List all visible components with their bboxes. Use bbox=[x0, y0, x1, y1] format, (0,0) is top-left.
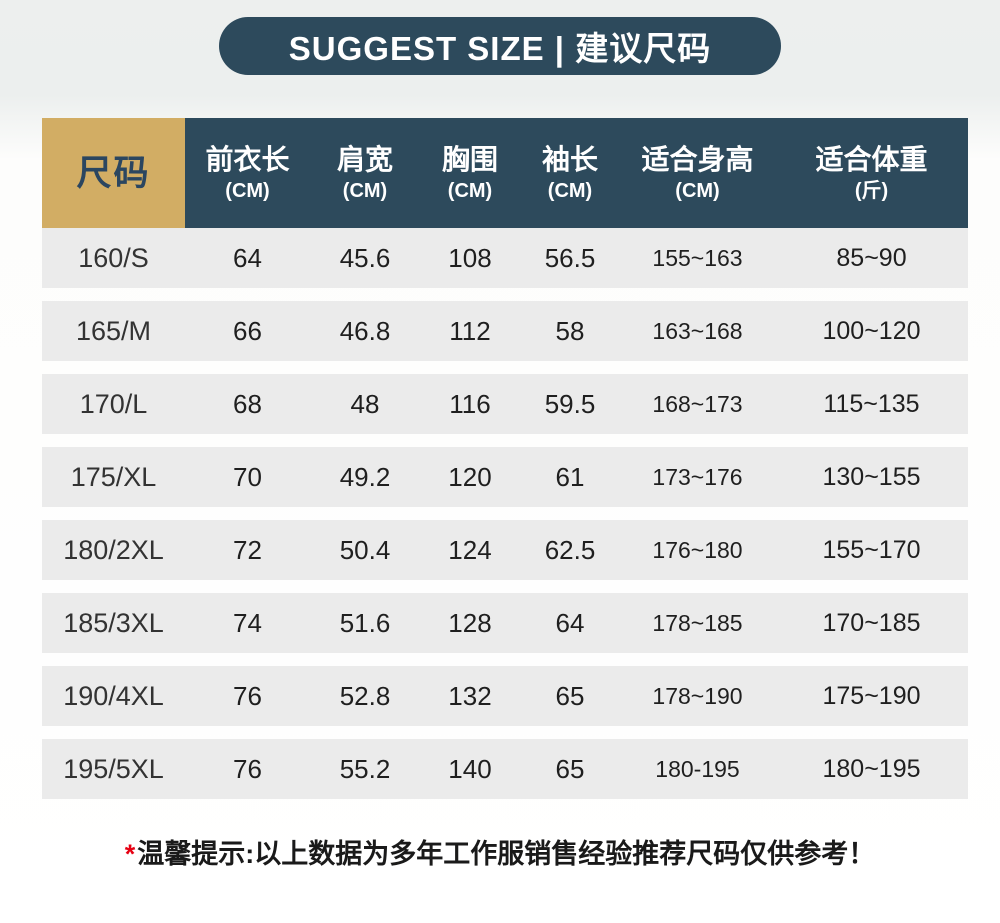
cell-weight: 180~195 bbox=[822, 754, 921, 783]
cell-size: 190/4XL bbox=[63, 680, 164, 711]
header-unit-shoulder: (CM) bbox=[342, 179, 388, 202]
cell-sleeve: 58 bbox=[555, 315, 585, 346]
cell-front-length: 72 bbox=[233, 534, 262, 565]
cell-sleeve: 61 bbox=[555, 461, 585, 492]
cell-height: 180-195 bbox=[655, 755, 740, 782]
cell-sleeve: 59.5 bbox=[544, 388, 596, 419]
cell-chest: 128 bbox=[448, 607, 492, 638]
cell-height: 176~180 bbox=[652, 536, 743, 563]
cell-chest: 140 bbox=[448, 753, 492, 784]
cell-shoulder: 46.8 bbox=[339, 315, 391, 346]
cell-chest: 132 bbox=[448, 680, 492, 711]
cell-height: 178~190 bbox=[652, 682, 743, 709]
table-row: 195/5XL 76 55.2 140 65 180-195 180~195 bbox=[42, 739, 968, 799]
header-label-weight: 适合体重 bbox=[815, 143, 928, 175]
cell-size: 195/5XL bbox=[63, 753, 164, 784]
table-row: 190/4XL 76 52.8 132 65 178~190 175~190 bbox=[42, 666, 968, 726]
cell-height: 178~185 bbox=[652, 609, 743, 636]
cell-sleeve: 64 bbox=[555, 607, 585, 638]
header-unit-sleeve: (CM) bbox=[547, 179, 593, 202]
cell-chest: 112 bbox=[449, 315, 491, 346]
cell-shoulder: 55.2 bbox=[339, 753, 391, 784]
table-body: 160/S 64 45.6 108 56.5 155~163 85~90 165/M 66 46.… bbox=[42, 228, 968, 799]
table-row: 175/XL 70 49.2 120 61 173~176 130~155 bbox=[42, 447, 968, 507]
header-unit-chest: (CM) bbox=[447, 179, 493, 202]
cell-size: 170/L bbox=[79, 388, 148, 419]
size-chart-page: SUGGEST SIZE | 建议尺码 尺码 前衣长 (CM) 肩宽 (CM) 胸围 (CM… bbox=[0, 17, 1000, 871]
header-cell-sleeve: 袖长 (CM) bbox=[520, 118, 620, 228]
cell-front-length: 66 bbox=[233, 315, 262, 346]
header-label-sleeve: 袖长 bbox=[541, 143, 598, 175]
header-cell-weight: 适合体重 (斤) bbox=[775, 118, 968, 228]
cell-size: 160/S bbox=[78, 242, 149, 273]
header-label-size: 尺码 bbox=[76, 153, 151, 193]
cell-shoulder: 52.8 bbox=[339, 680, 391, 711]
header-cell-front-length: 前衣长 (CM) bbox=[185, 118, 310, 228]
cell-weight: 85~90 bbox=[836, 243, 907, 272]
cell-front-length: 76 bbox=[233, 753, 262, 784]
cell-sleeve: 65 bbox=[555, 680, 585, 711]
header-label-shoulder: 肩宽 bbox=[336, 143, 393, 175]
cell-sleeve: 65 bbox=[555, 753, 585, 784]
table-row: 180/2XL 72 50.4 124 62.5 176~180 155~170 bbox=[42, 520, 968, 580]
cell-chest: 124 bbox=[448, 534, 492, 565]
header-label-height: 适合身高 bbox=[641, 143, 754, 175]
table-row: 165/M 66 46.8 112 58 163~168 100~120 bbox=[42, 301, 968, 361]
cell-sleeve: 62.5 bbox=[544, 534, 596, 565]
cell-height: 163~168 bbox=[652, 317, 743, 344]
header-unit-weight: (斤) bbox=[854, 179, 889, 202]
footer-asterisk: * bbox=[124, 839, 136, 869]
cell-front-length: 64 bbox=[233, 242, 262, 273]
cell-height: 173~176 bbox=[652, 463, 743, 490]
cell-shoulder: 49.2 bbox=[339, 461, 391, 492]
header-label-chest: 胸围 bbox=[441, 143, 498, 175]
banner-title: SUGGEST SIZE | 建议尺码 bbox=[288, 30, 712, 67]
size-table: 尺码 前衣长 (CM) 肩宽 (CM) 胸围 (CM) 袖长 (CM) 适合身高 (CM) 适合体重 (… bbox=[42, 118, 968, 799]
banner: SUGGEST SIZE | 建议尺码 bbox=[219, 17, 781, 75]
cell-size: 185/3XL bbox=[63, 607, 164, 638]
cell-size: 165/M bbox=[75, 315, 152, 346]
cell-shoulder: 50.4 bbox=[339, 534, 391, 565]
cell-weight: 155~170 bbox=[822, 535, 921, 564]
cell-front-length: 68 bbox=[233, 388, 262, 419]
cell-shoulder: 48 bbox=[350, 388, 380, 419]
cell-chest: 108 bbox=[448, 242, 492, 273]
cell-height: 168~173 bbox=[652, 390, 743, 417]
header-cell-chest: 胸围 (CM) bbox=[420, 118, 520, 228]
cell-size: 175/XL bbox=[70, 461, 157, 492]
footer-note-label: 温馨提示: bbox=[137, 839, 255, 869]
cell-height: 155~163 bbox=[652, 244, 743, 271]
table-row: 185/3XL 74 51.6 128 64 178~185 170~185 bbox=[42, 593, 968, 653]
header-cell-shoulder: 肩宽 (CM) bbox=[310, 118, 420, 228]
cell-chest: 120 bbox=[448, 461, 492, 492]
table-row: 170/L 68 48 116 59.5 168~173 115~135 bbox=[42, 374, 968, 434]
table-header-row: 尺码 前衣长 (CM) 肩宽 (CM) 胸围 (CM) 袖长 (CM) 适合身高 (CM) 适合体重 (… bbox=[42, 118, 968, 228]
header-cell-height: 适合身高 (CM) bbox=[620, 118, 775, 228]
cell-front-length: 70 bbox=[233, 461, 262, 492]
header-unit-height: (CM) bbox=[675, 179, 720, 202]
cell-weight: 175~190 bbox=[822, 681, 921, 710]
cell-shoulder: 51.6 bbox=[339, 607, 391, 638]
cell-chest: 116 bbox=[449, 388, 491, 419]
header-cell-size: 尺码 bbox=[42, 118, 185, 228]
cell-front-length: 76 bbox=[233, 680, 262, 711]
cell-weight: 170~185 bbox=[822, 608, 921, 637]
cell-front-length: 74 bbox=[233, 607, 262, 638]
cell-size: 180/2XL bbox=[63, 534, 164, 565]
header-unit-front-length: (CM) bbox=[225, 179, 270, 202]
footer-note: *温馨提示:以上数据为多年工作服销售经验推荐尺码仅供参考！ bbox=[0, 832, 1000, 871]
cell-shoulder: 45.6 bbox=[339, 242, 391, 273]
cell-weight: 130~155 bbox=[822, 462, 921, 491]
table-row: 160/S 64 45.6 108 56.5 155~163 85~90 bbox=[42, 228, 968, 288]
footer-note-text: 以上数据为多年工作服销售经验推荐尺码仅供参考！ bbox=[254, 839, 876, 869]
cell-sleeve: 56.5 bbox=[544, 242, 596, 273]
cell-weight: 100~120 bbox=[822, 316, 921, 345]
cell-weight: 115~135 bbox=[823, 389, 920, 418]
header-label-front-length: 前衣长 bbox=[205, 143, 290, 175]
